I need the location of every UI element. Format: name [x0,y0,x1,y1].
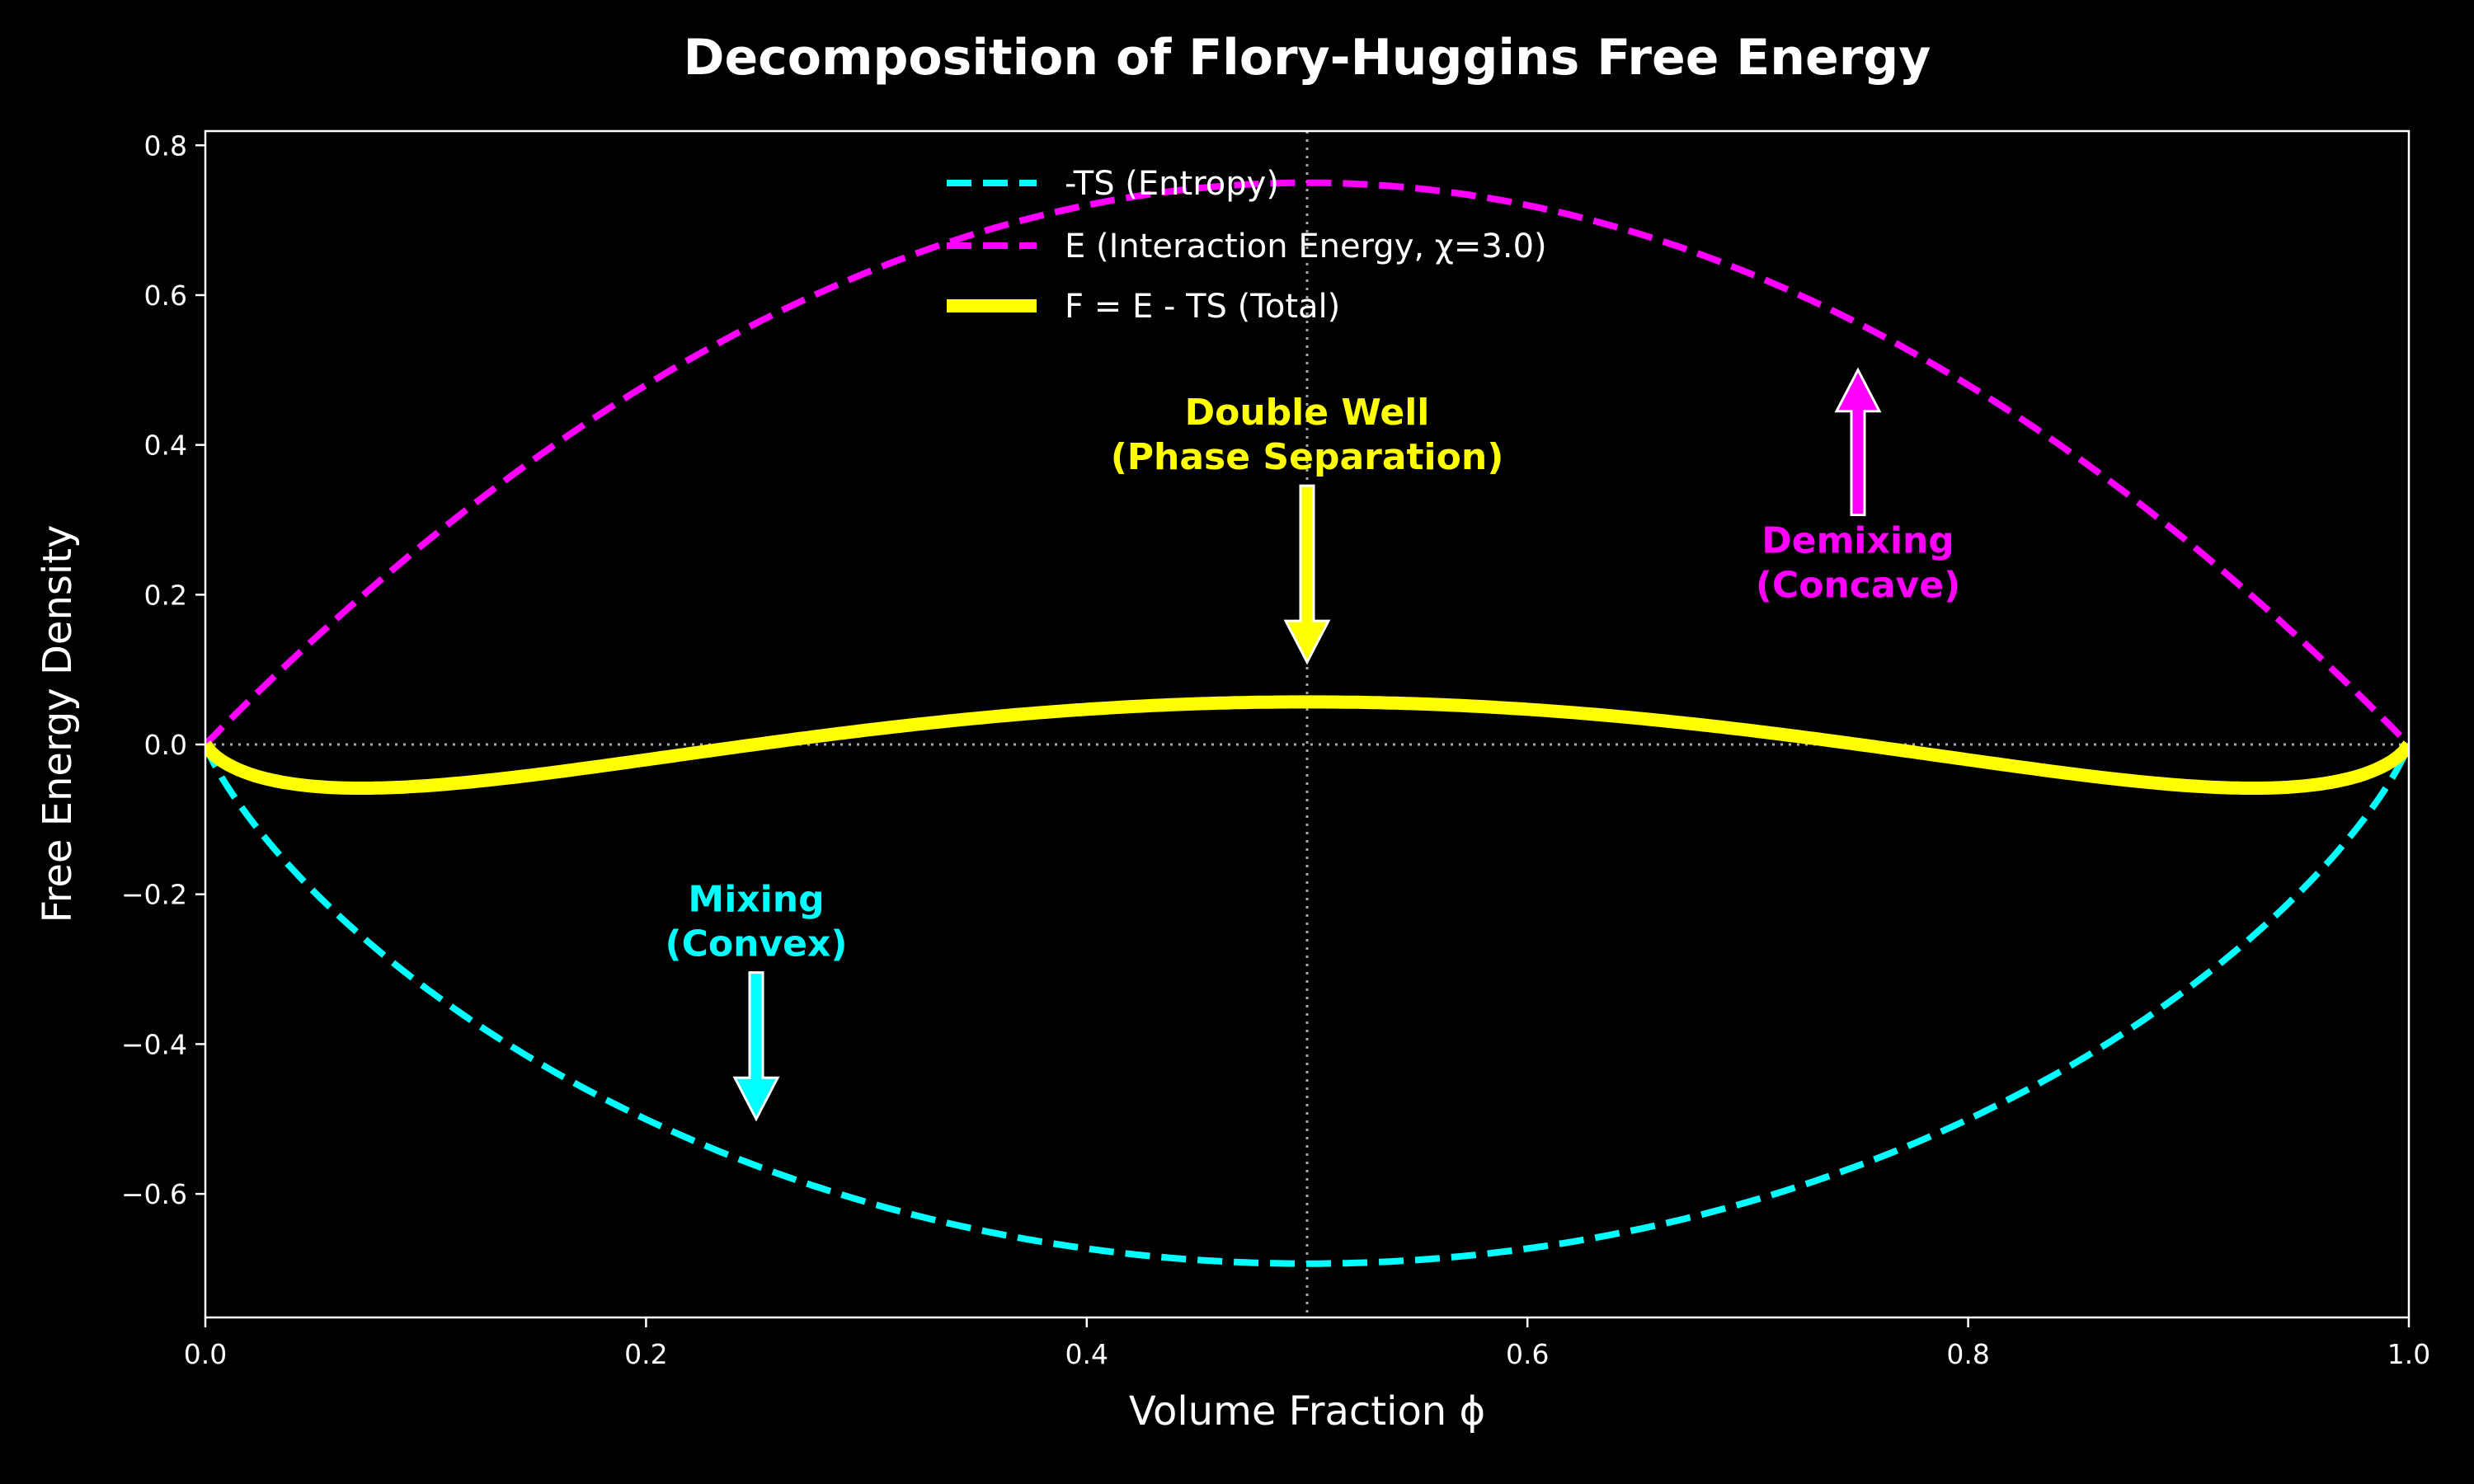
y-tick-label: −0.6 [121,1178,187,1210]
legend-label-1: E (Interaction Energy, χ=3.0) [1065,228,1547,265]
series-line-0 [205,743,2409,1267]
annotation-text: Demixing [1761,519,1954,561]
x-axis-label: Volume Fraction ϕ [1129,1388,1485,1435]
y-tick-label: −0.2 [121,879,187,911]
series-line-2 [205,695,2409,795]
y-axis-label: Free Energy Density [35,525,81,923]
annotation-arrow [1834,367,1882,516]
y-tick-label: 0.0 [144,729,187,761]
legend-label-0: -TS (Entropy) [1065,165,1279,203]
x-tick-label: 0.0 [184,1338,227,1370]
annotation-text: (Convex) [666,923,848,965]
x-tick-label: 0.2 [624,1338,667,1370]
y-tick-label: 0.2 [144,579,187,611]
annotation-text: (Phase Separation) [1111,436,1504,478]
series-group [205,179,2409,1267]
x-tick-label: 0.6 [1506,1338,1549,1370]
y-tick-label: −0.4 [121,1028,187,1060]
chart-title: Decomposition of Flory-Huggins Free Ener… [684,29,1931,87]
annotation-text: Mixing [688,879,824,921]
series-line-1 [205,179,2409,747]
legend-label-2: F = E - TS (Total) [1065,288,1340,326]
x-tick-label: 1.0 [2387,1338,2430,1370]
axes-frame [204,129,2411,1319]
y-tick-label: 0.8 [144,129,187,162]
x-tick-label: 0.8 [1946,1338,1989,1370]
annotation-text: (Concave) [1756,564,1960,606]
annotation-text: Double Well [1185,392,1430,434]
y-tick-label: 0.4 [144,430,187,462]
y-tick-label: 0.6 [144,279,187,312]
x-tick-label: 0.4 [1065,1338,1108,1370]
annotation-arrow [1283,484,1331,665]
plot-area: 0.0 0.2 0.4 0.6 0.8 1.0 −0.6 −0.4 −0.2 0.0 0.2 0.4 0… [121,129,2430,1370]
annotation-arrow [732,971,780,1122]
